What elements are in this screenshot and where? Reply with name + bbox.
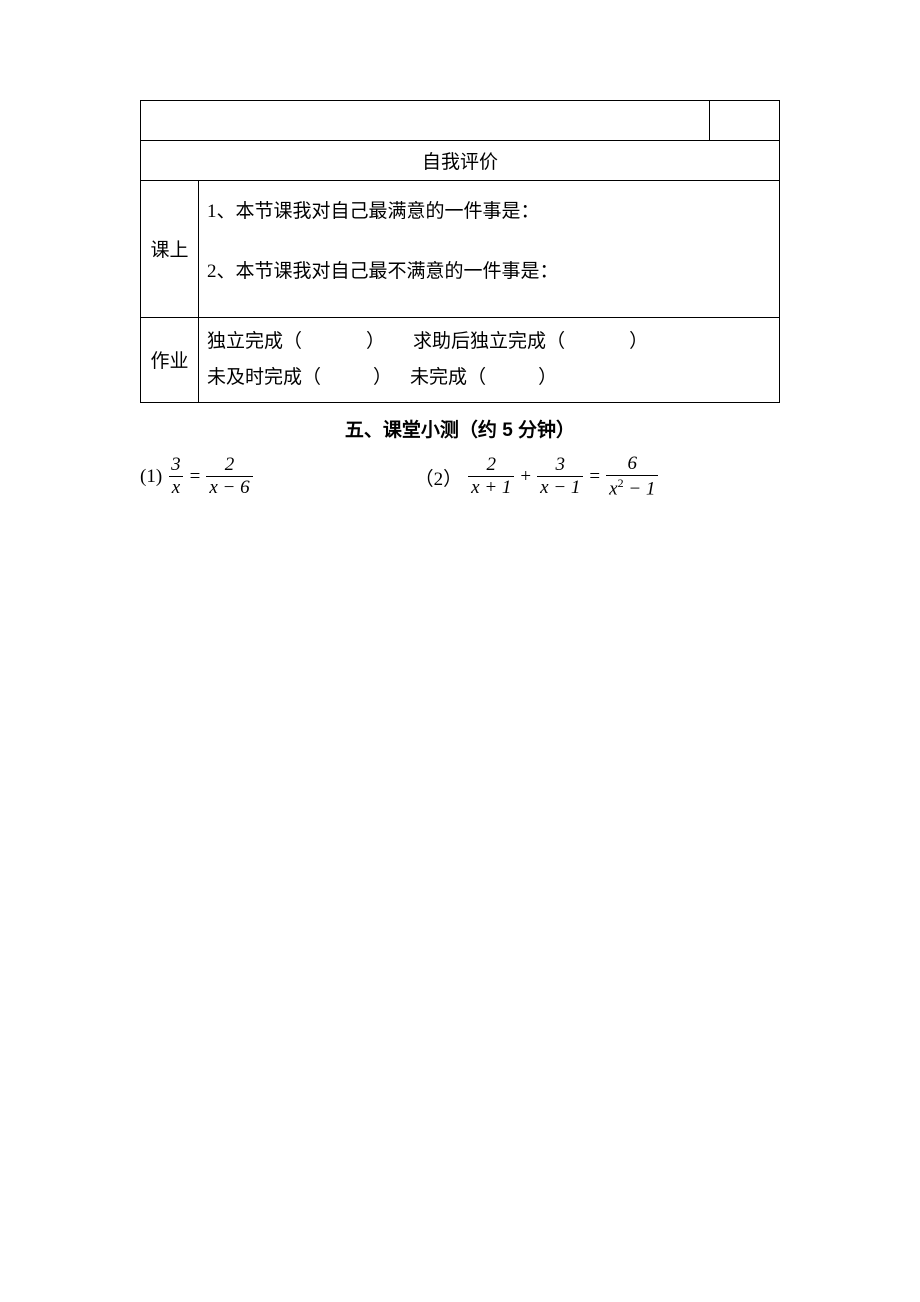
eq2-frac3: 6 x2 − 1 — [606, 454, 658, 501]
hw-item3: 未及时完成 — [207, 367, 302, 388]
paren-close: ） — [366, 331, 385, 352]
class-line2: 2、本节课我对自己最不满意的一件事是： — [207, 251, 771, 293]
self-evaluation-table: 自我评价 课上 1、本节课我对自己最满意的一件事是： 2、本节课我对自己最不满意… — [140, 100, 780, 403]
eq2-frac1-num: 2 — [484, 455, 500, 476]
eq2-op2: = — [589, 466, 600, 488]
paren-close: ） — [629, 331, 648, 352]
eq1-frac1-num: 3 — [168, 455, 184, 476]
eq2-frac3-num: 6 — [625, 454, 641, 475]
equations-row: (1) 3 x = 2 x − 6 （2） 2 x + 1 + 3 x − 1 … — [140, 454, 780, 501]
eq1-frac1: 3 x — [168, 455, 184, 500]
eq2-frac2-den: x − 1 — [537, 476, 583, 500]
eq1-frac2: 2 x − 6 — [206, 455, 252, 500]
eq2-frac3-den: x2 − 1 — [606, 475, 658, 501]
class-content: 1、本节课我对自己最满意的一件事是： 2、本节课我对自己最不满意的一件事是： — [199, 181, 780, 318]
eq2-frac2-num: 3 — [553, 455, 569, 476]
class-label: 课上 — [141, 181, 199, 318]
paren-open: （ — [283, 331, 302, 352]
paren-open: （ — [546, 331, 565, 352]
eq2-label: （2） — [415, 464, 463, 491]
homework-line2: 未及时完成（）未完成（） — [207, 360, 771, 396]
header-row: 自我评价 — [141, 141, 780, 181]
spacer — [207, 233, 771, 251]
empty-cell-left — [141, 101, 710, 141]
paren-open: （ — [467, 367, 486, 388]
eq2-frac1: 2 x + 1 — [468, 455, 514, 500]
paren-close: ） — [373, 367, 392, 388]
eq1-frac2-num: 2 — [222, 455, 238, 476]
class-line1: 1、本节课我对自己最满意的一件事是： — [207, 191, 771, 233]
eq2-frac3-den-pre: x — [609, 478, 617, 499]
hw-item4: 未完成 — [410, 367, 467, 388]
eq1-op: = — [190, 466, 201, 488]
homework-label: 作业 — [141, 317, 199, 402]
paren-close: ） — [538, 367, 557, 388]
homework-content: 独立完成（）求助后独立完成（） 未及时完成（）未完成（） — [199, 317, 780, 402]
eq1-label: (1) — [140, 466, 162, 488]
spacer — [207, 293, 771, 307]
eq2-frac2: 3 x − 1 — [537, 455, 583, 500]
eq2-frac3-den-post: − 1 — [624, 478, 656, 499]
eq1-frac1-den: x — [169, 476, 183, 500]
empty-row — [141, 101, 780, 141]
eq2-op1: + — [520, 466, 531, 488]
eq1-frac2-den: x − 6 — [206, 476, 252, 500]
equation-2: （2） 2 x + 1 + 3 x − 1 = 6 x2 − 1 — [415, 454, 661, 501]
eq2-frac1-den: x + 1 — [468, 476, 514, 500]
equation-1: (1) 3 x = 2 x − 6 — [140, 455, 255, 500]
class-row: 课上 1、本节课我对自己最满意的一件事是： 2、本节课我对自己最不满意的一件事是… — [141, 181, 780, 318]
section-title: 五、课堂小测（约 5 分钟） — [140, 415, 780, 442]
header-cell: 自我评价 — [141, 141, 780, 181]
paren-open: （ — [302, 367, 321, 388]
hw-item1: 独立完成 — [207, 331, 283, 352]
homework-row: 作业 独立完成（）求助后独立完成（） 未及时完成（）未完成（） — [141, 317, 780, 402]
hw-item2: 求助后独立完成 — [413, 331, 546, 352]
empty-cell-right — [710, 101, 780, 141]
homework-line1: 独立完成（）求助后独立完成（） — [207, 324, 771, 360]
